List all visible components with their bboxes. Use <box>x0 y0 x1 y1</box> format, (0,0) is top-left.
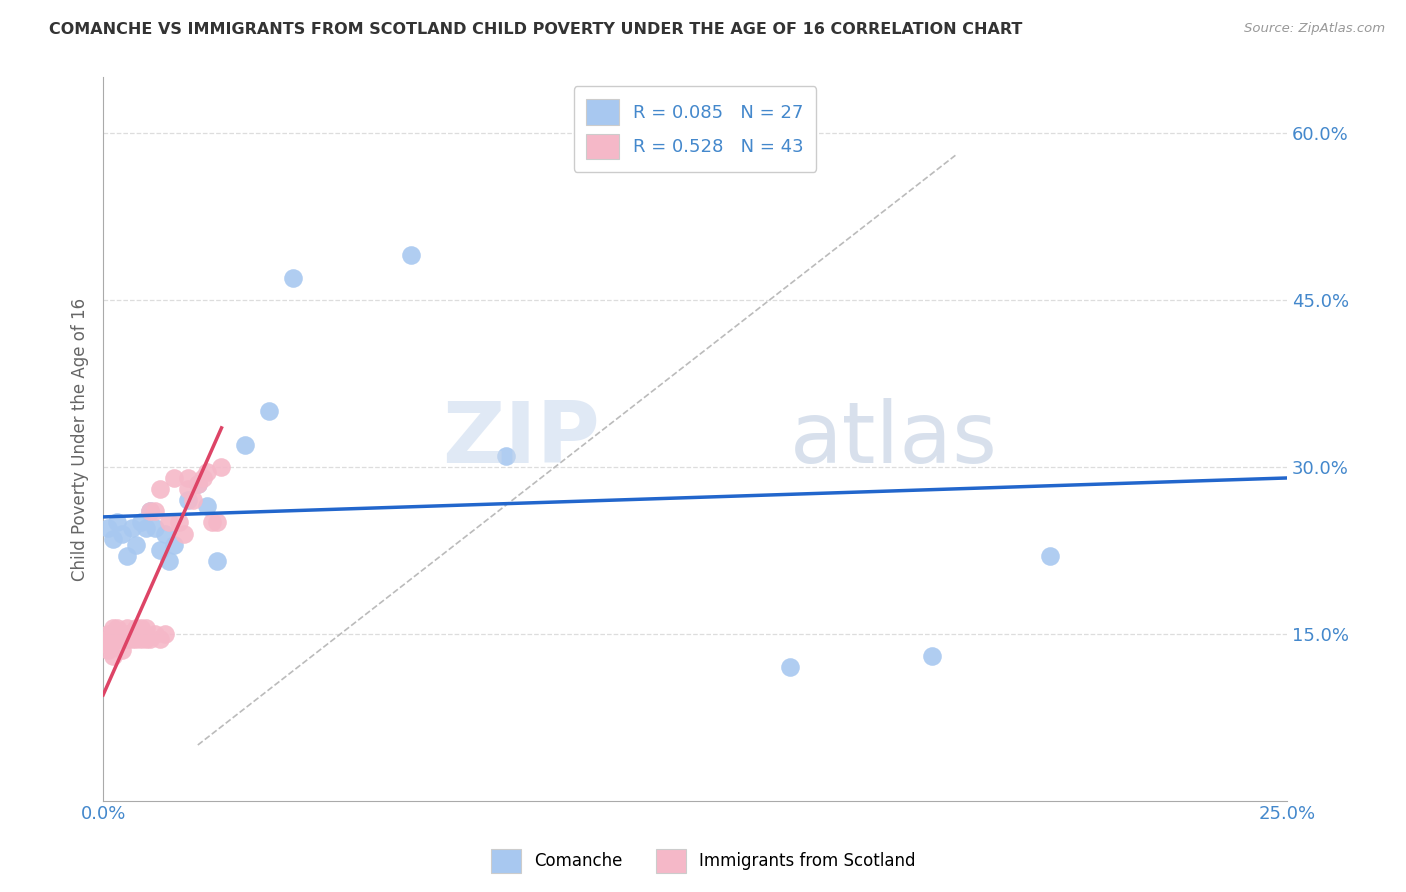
Point <box>173 526 195 541</box>
Point <box>149 632 172 647</box>
Point <box>121 632 143 647</box>
Point <box>143 521 166 535</box>
Y-axis label: Child Poverty Under the Age of 16: Child Poverty Under the Age of 16 <box>72 297 89 581</box>
Text: atlas: atlas <box>790 398 998 481</box>
Point <box>187 476 209 491</box>
Point <box>153 626 176 640</box>
Point <box>115 621 138 635</box>
Point <box>135 621 157 635</box>
Point <box>211 459 233 474</box>
Point <box>149 482 172 496</box>
Point <box>191 471 214 485</box>
Point <box>121 626 143 640</box>
Point <box>177 493 200 508</box>
Point <box>205 516 228 530</box>
Point <box>153 526 176 541</box>
Point <box>399 248 422 262</box>
Point <box>205 554 228 568</box>
Point <box>105 632 128 647</box>
Point <box>195 499 218 513</box>
Point <box>779 660 801 674</box>
Point <box>233 437 256 451</box>
Point <box>105 632 128 647</box>
Point <box>101 632 124 647</box>
Point <box>97 521 120 535</box>
Point <box>195 466 218 480</box>
Point <box>143 626 166 640</box>
Point <box>97 632 120 647</box>
Point <box>129 632 152 647</box>
Point <box>495 449 517 463</box>
Point <box>135 521 157 535</box>
Point <box>111 643 134 657</box>
Point <box>115 626 138 640</box>
Point <box>105 516 128 530</box>
Text: COMANCHE VS IMMIGRANTS FROM SCOTLAND CHILD POVERTY UNDER THE AGE OF 16 CORRELATI: COMANCHE VS IMMIGRANTS FROM SCOTLAND CHI… <box>49 22 1022 37</box>
Point <box>105 621 128 635</box>
Point <box>187 476 209 491</box>
Text: ZIP: ZIP <box>443 398 600 481</box>
Point <box>163 538 186 552</box>
Point <box>139 504 162 518</box>
Point <box>115 549 138 563</box>
Point <box>97 626 120 640</box>
Point <box>101 621 124 635</box>
Point <box>129 516 152 530</box>
Point <box>115 632 138 647</box>
Point <box>143 504 166 518</box>
Point <box>129 621 152 635</box>
Point <box>125 621 148 635</box>
Point <box>257 404 280 418</box>
Point <box>111 526 134 541</box>
Point <box>281 270 304 285</box>
Point <box>101 532 124 546</box>
Point <box>921 648 943 663</box>
Point <box>125 632 148 647</box>
Point <box>149 543 172 558</box>
Point <box>1039 549 1062 563</box>
Text: Source: ZipAtlas.com: Source: ZipAtlas.com <box>1244 22 1385 36</box>
Point <box>139 632 162 647</box>
Point <box>163 471 186 485</box>
Point <box>157 554 180 568</box>
Point <box>177 471 200 485</box>
Point <box>97 638 120 652</box>
Point <box>201 516 224 530</box>
Legend: Comanche, Immigrants from Scotland: Comanche, Immigrants from Scotland <box>484 842 922 880</box>
Point <box>111 632 134 647</box>
Point <box>177 482 200 496</box>
Point <box>121 521 143 535</box>
Point <box>125 538 148 552</box>
Point <box>139 504 162 518</box>
Legend: R = 0.085   N = 27, R = 0.528   N = 43: R = 0.085 N = 27, R = 0.528 N = 43 <box>574 87 817 172</box>
Point <box>181 493 204 508</box>
Point <box>135 632 157 647</box>
Point <box>97 643 120 657</box>
Point <box>167 516 190 530</box>
Point <box>101 648 124 663</box>
Point <box>157 516 180 530</box>
